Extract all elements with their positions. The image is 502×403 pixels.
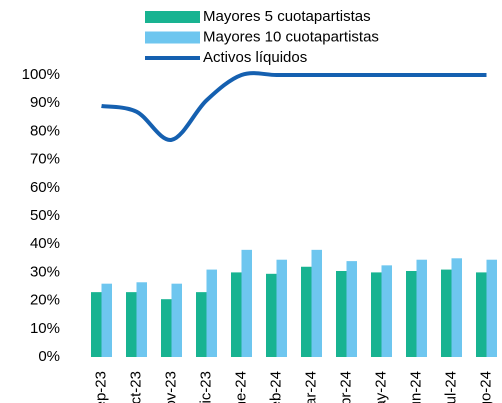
x-tick-label: abr-24 xyxy=(337,371,354,403)
x-tick-label: dic-23 xyxy=(197,371,214,403)
x-tick-label: nov-23 xyxy=(162,371,179,403)
y-tick-label: 30% xyxy=(30,263,60,280)
bar xyxy=(231,272,242,357)
legend-swatch xyxy=(145,31,200,44)
bar xyxy=(266,273,277,357)
bar xyxy=(311,249,322,357)
y-tick-label: 10% xyxy=(30,320,60,337)
bar xyxy=(196,292,207,357)
y-tick-label: 50% xyxy=(30,207,60,224)
bar xyxy=(486,259,497,357)
x-tick-label: ene-24 xyxy=(232,371,249,403)
bar xyxy=(161,299,172,357)
bar xyxy=(441,269,452,357)
x-tick-label: oct-23 xyxy=(127,371,144,403)
x-tick-label: feb-24 xyxy=(267,371,284,403)
y-tick-label: 100% xyxy=(22,66,60,83)
legend-label: Mayores 10 cuotapartistas xyxy=(203,28,379,45)
bar xyxy=(91,292,102,357)
bar xyxy=(381,265,392,357)
legend-label: Mayores 5 cuotapartistas xyxy=(203,8,371,25)
x-tick-label: ago-24 xyxy=(477,371,494,403)
bar xyxy=(476,272,487,357)
bar xyxy=(136,282,147,357)
bar xyxy=(416,259,427,357)
bar xyxy=(371,272,382,357)
legend-swatch xyxy=(145,11,200,23)
bar xyxy=(301,266,312,357)
y-tick-label: 60% xyxy=(30,179,60,196)
bar xyxy=(451,258,462,357)
y-tick-label: 40% xyxy=(30,235,60,252)
y-tick-label: 20% xyxy=(30,292,60,309)
y-tick-label: 90% xyxy=(30,94,60,111)
bar xyxy=(101,283,112,357)
bar xyxy=(346,261,357,357)
x-tick-label: jul-24 xyxy=(442,371,459,403)
x-tick-label: may-24 xyxy=(372,371,389,403)
x-tick-label: sep-23 xyxy=(92,371,109,403)
bar xyxy=(171,283,182,357)
bar xyxy=(206,269,217,357)
legend-label: Activos líquidos xyxy=(203,49,307,66)
x-tick-label: jun-24 xyxy=(407,371,424,403)
y-tick-label: 80% xyxy=(30,122,60,139)
bar xyxy=(276,259,287,357)
bar xyxy=(336,270,347,357)
line xyxy=(101,71,487,142)
y-tick-label: 0% xyxy=(38,348,60,365)
y-tick-label: 70% xyxy=(30,151,60,168)
bar xyxy=(406,270,417,357)
bar xyxy=(126,292,137,357)
x-tick-label: mar-24 xyxy=(302,371,319,403)
bar xyxy=(241,249,252,357)
